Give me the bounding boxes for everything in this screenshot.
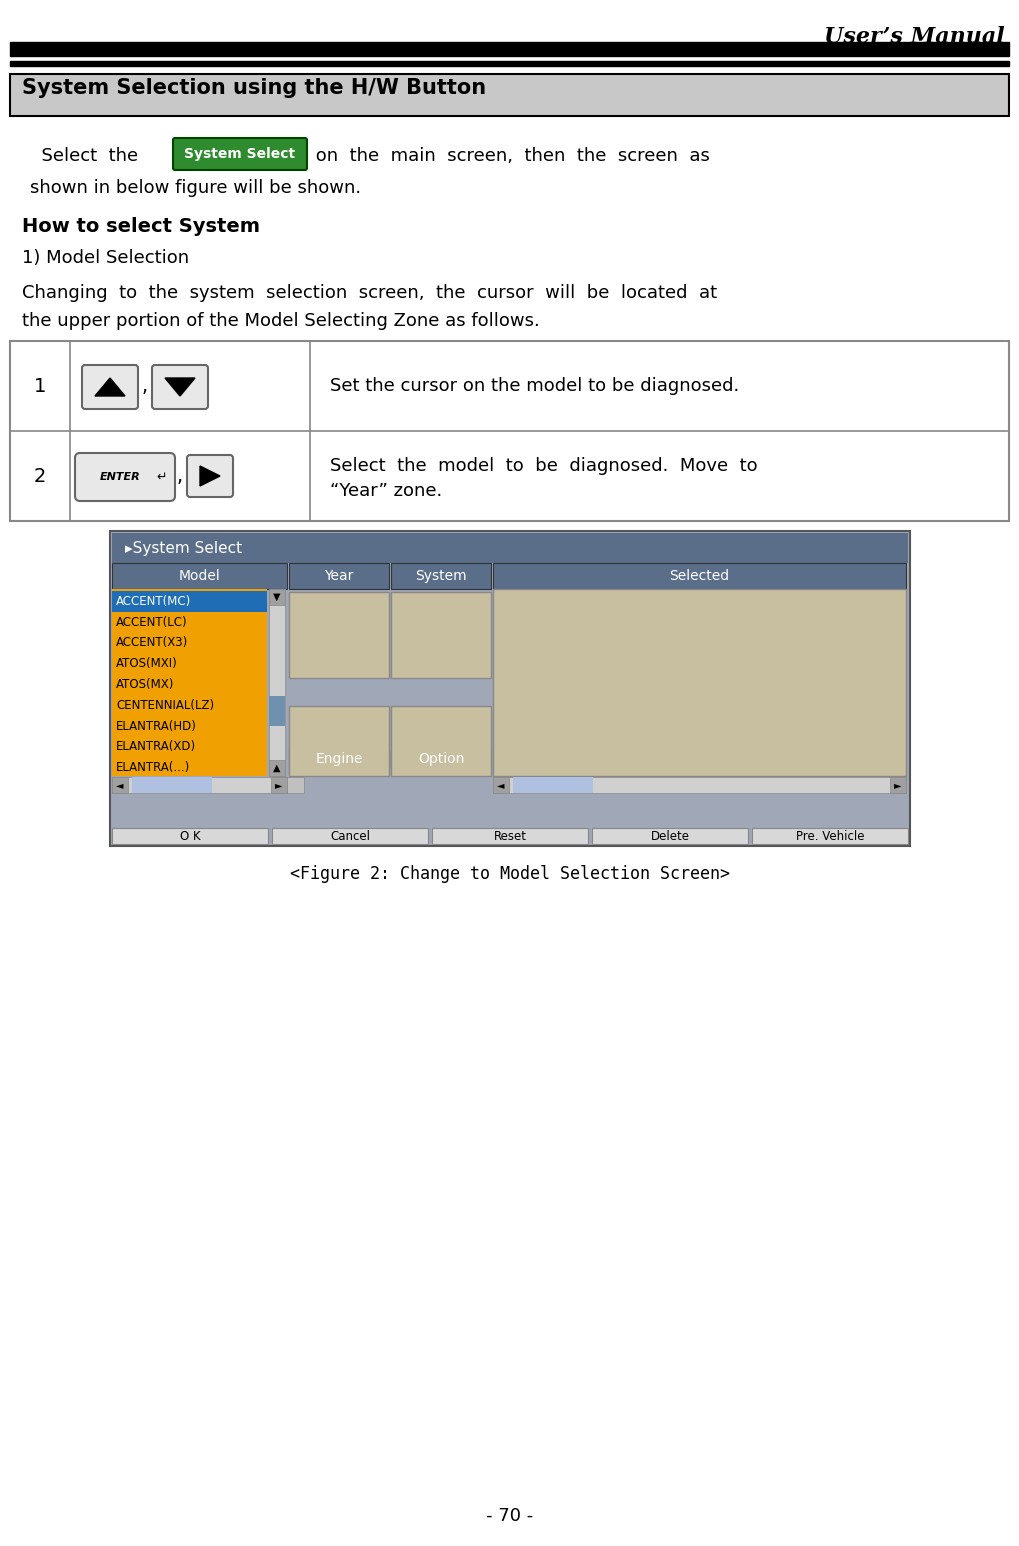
Bar [10,74,1009,116]
Text: Option: Option [418,751,465,765]
Bar [132,778,212,793]
Text: ,: , [177,467,183,485]
Bar [269,589,285,776]
Text: Engine: Engine [315,751,363,765]
Text: “Year” zone.: “Year” zone. [330,482,442,499]
Bar [271,778,287,793]
Text: System: System [415,569,467,583]
FancyBboxPatch shape [152,365,208,410]
Bar [289,563,389,589]
Text: 1: 1 [34,377,46,396]
Text: ,: , [142,377,148,396]
Bar [269,589,285,604]
Text: System Select: System Select [184,147,296,161]
Text: ▼: ▼ [273,592,281,601]
Polygon shape [165,379,195,396]
Text: ↵: ↵ [157,470,167,484]
Text: shown in below figure will be shown.: shown in below figure will be shown. [30,179,361,196]
Text: ◄: ◄ [116,781,123,790]
Text: ◄: ◄ [497,781,504,790]
Text: <Figure 2: Change to Model Selection Screen>: <Figure 2: Change to Model Selection Scr… [290,866,730,883]
Bar [493,778,906,793]
Text: CENTENNIAL(LZ): CENTENNIAL(LZ) [116,699,214,711]
Polygon shape [95,379,125,396]
Text: ENTER: ENTER [100,472,141,482]
Text: How to select System: How to select System [22,216,260,235]
Text: 2: 2 [34,467,46,485]
Bar [272,829,428,844]
Bar [112,778,128,793]
Bar [289,707,389,776]
Text: ACCENT(MC): ACCENT(MC) [116,595,192,608]
FancyBboxPatch shape [187,455,233,496]
Bar [391,563,491,589]
Text: Changing  to  the  system  selection  screen,  the  cursor  will  be  located  a: Changing to the system selection screen,… [22,284,717,301]
Text: ▸System Select: ▸System Select [125,541,243,555]
Text: ACCENT(LC): ACCENT(LC) [116,615,187,629]
Text: ATOS(MXI): ATOS(MXI) [116,657,177,671]
Text: Delete: Delete [650,830,690,843]
Bar [391,750,491,768]
Text: - 70 -: - 70 - [486,1507,534,1524]
Bar [493,589,906,776]
Bar [432,829,588,844]
Text: ►: ► [275,781,282,790]
Bar [890,778,906,793]
Bar [110,530,910,846]
Bar [391,592,491,679]
Bar [112,778,287,793]
Text: Model: Model [178,569,220,583]
Text: Select  the: Select the [30,147,139,165]
Bar [10,42,1009,56]
Bar [289,592,389,679]
Bar [112,589,267,776]
Text: ATOS(MX): ATOS(MX) [116,679,174,691]
Bar [513,778,593,793]
Text: O K: O K [179,830,201,843]
Text: User’s Manual: User’s Manual [824,26,1005,48]
Text: Cancel: Cancel [330,830,370,843]
Text: Pre. Vehicle: Pre. Vehicle [796,830,864,843]
Text: Select  the  model  to  be  diagnosed.  Move  to: Select the model to be diagnosed. Move t… [330,458,757,475]
Text: Year: Year [324,569,354,583]
Bar [592,829,748,844]
Bar [112,533,908,563]
Polygon shape [200,465,220,485]
Bar [112,829,268,844]
Text: ►: ► [895,781,902,790]
Text: System Selection using the H/W Button: System Selection using the H/W Button [22,77,486,97]
Text: 1) Model Selection: 1) Model Selection [22,249,190,267]
Bar [10,60,1009,66]
Text: the upper portion of the Model Selecting Zone as follows.: the upper portion of the Model Selecting… [22,312,540,329]
Text: Set the cursor on the model to be diagnosed.: Set the cursor on the model to be diagno… [330,377,739,394]
Text: ACCENT(X3): ACCENT(X3) [116,637,189,649]
Bar [752,829,908,844]
Text: Selected: Selected [669,569,730,583]
Bar [287,778,304,793]
FancyBboxPatch shape [82,365,138,410]
Bar [289,750,389,768]
Text: ELANTRA(XD): ELANTRA(XD) [116,741,196,753]
Text: ELANTRA(...): ELANTRA(...) [116,761,191,775]
Text: Reset: Reset [493,830,527,843]
Bar [112,591,267,612]
Bar [10,342,1009,521]
Text: on  the  main  screen,  then  the  screen  as: on the main screen, then the screen as [310,147,710,165]
Bar [269,761,285,776]
Bar [493,778,510,793]
Text: ▲: ▲ [273,764,281,773]
Bar [493,563,906,589]
Text: ELANTRA(HD): ELANTRA(HD) [116,719,197,733]
FancyBboxPatch shape [173,138,307,170]
Bar [112,563,287,589]
Bar [269,696,285,727]
Bar [391,707,491,776]
FancyBboxPatch shape [75,453,175,501]
